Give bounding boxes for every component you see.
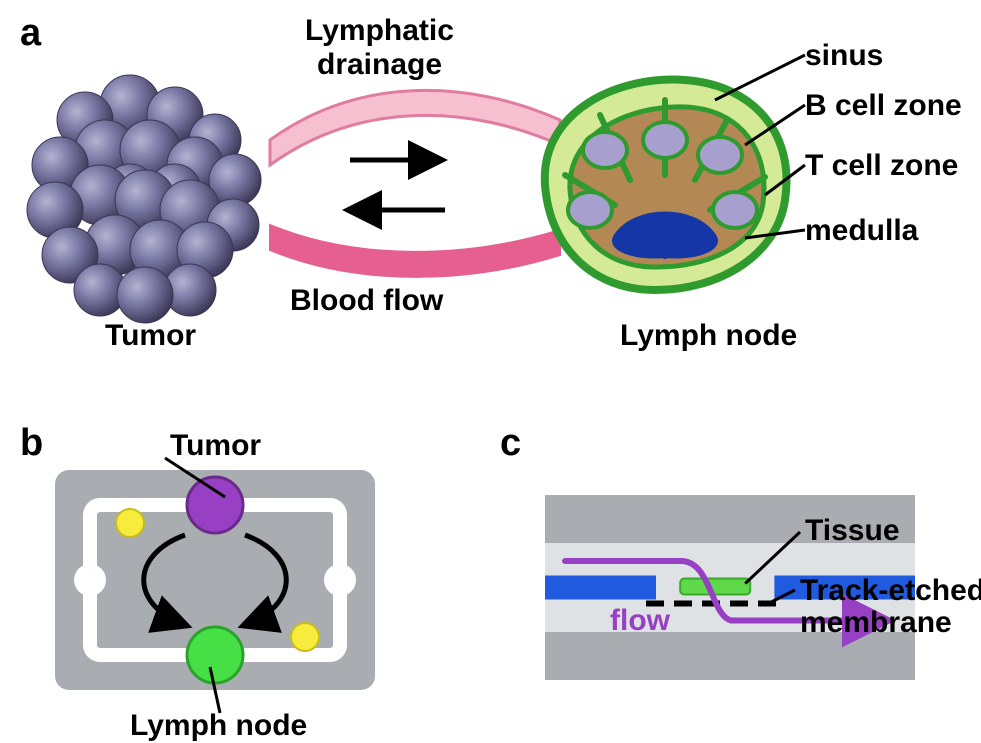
panel-b-icon	[55, 458, 375, 713]
membrane-label-1: Track-etched	[800, 574, 981, 607]
panel-b-lymph-label: Lymph node	[130, 709, 307, 742]
lymphatic-drainage-icon	[270, 90, 560, 165]
membrane-label-2: membrane	[800, 606, 952, 639]
t-cell-zone-label: T cell zone	[805, 149, 958, 182]
sinus-line	[715, 55, 805, 100]
b-cell-zone-label: B cell zone	[805, 89, 962, 122]
panel-c-letter: c	[500, 422, 521, 464]
lymph-node-icon	[545, 80, 787, 290]
sinus-label: sinus	[805, 39, 883, 72]
lymphatic-label-1: Lymphatic	[305, 14, 454, 47]
tumor-label: Tumor	[105, 319, 196, 352]
medulla-label: medulla	[805, 214, 919, 247]
panel-a-letter: a	[20, 12, 42, 54]
panel-b-letter: b	[20, 422, 43, 464]
blood-flow-label: Blood flow	[290, 284, 444, 317]
panel-b-tumor-label: Tumor	[170, 429, 261, 462]
flow-label: flow	[610, 604, 671, 637]
lymphatic-label-2: drainage	[317, 48, 442, 81]
lymph-node-label: Lymph node	[620, 319, 797, 352]
tumor-icon	[27, 75, 261, 323]
tissue-label: Tissue	[805, 514, 900, 547]
blood-flow-icon	[270, 210, 560, 277]
